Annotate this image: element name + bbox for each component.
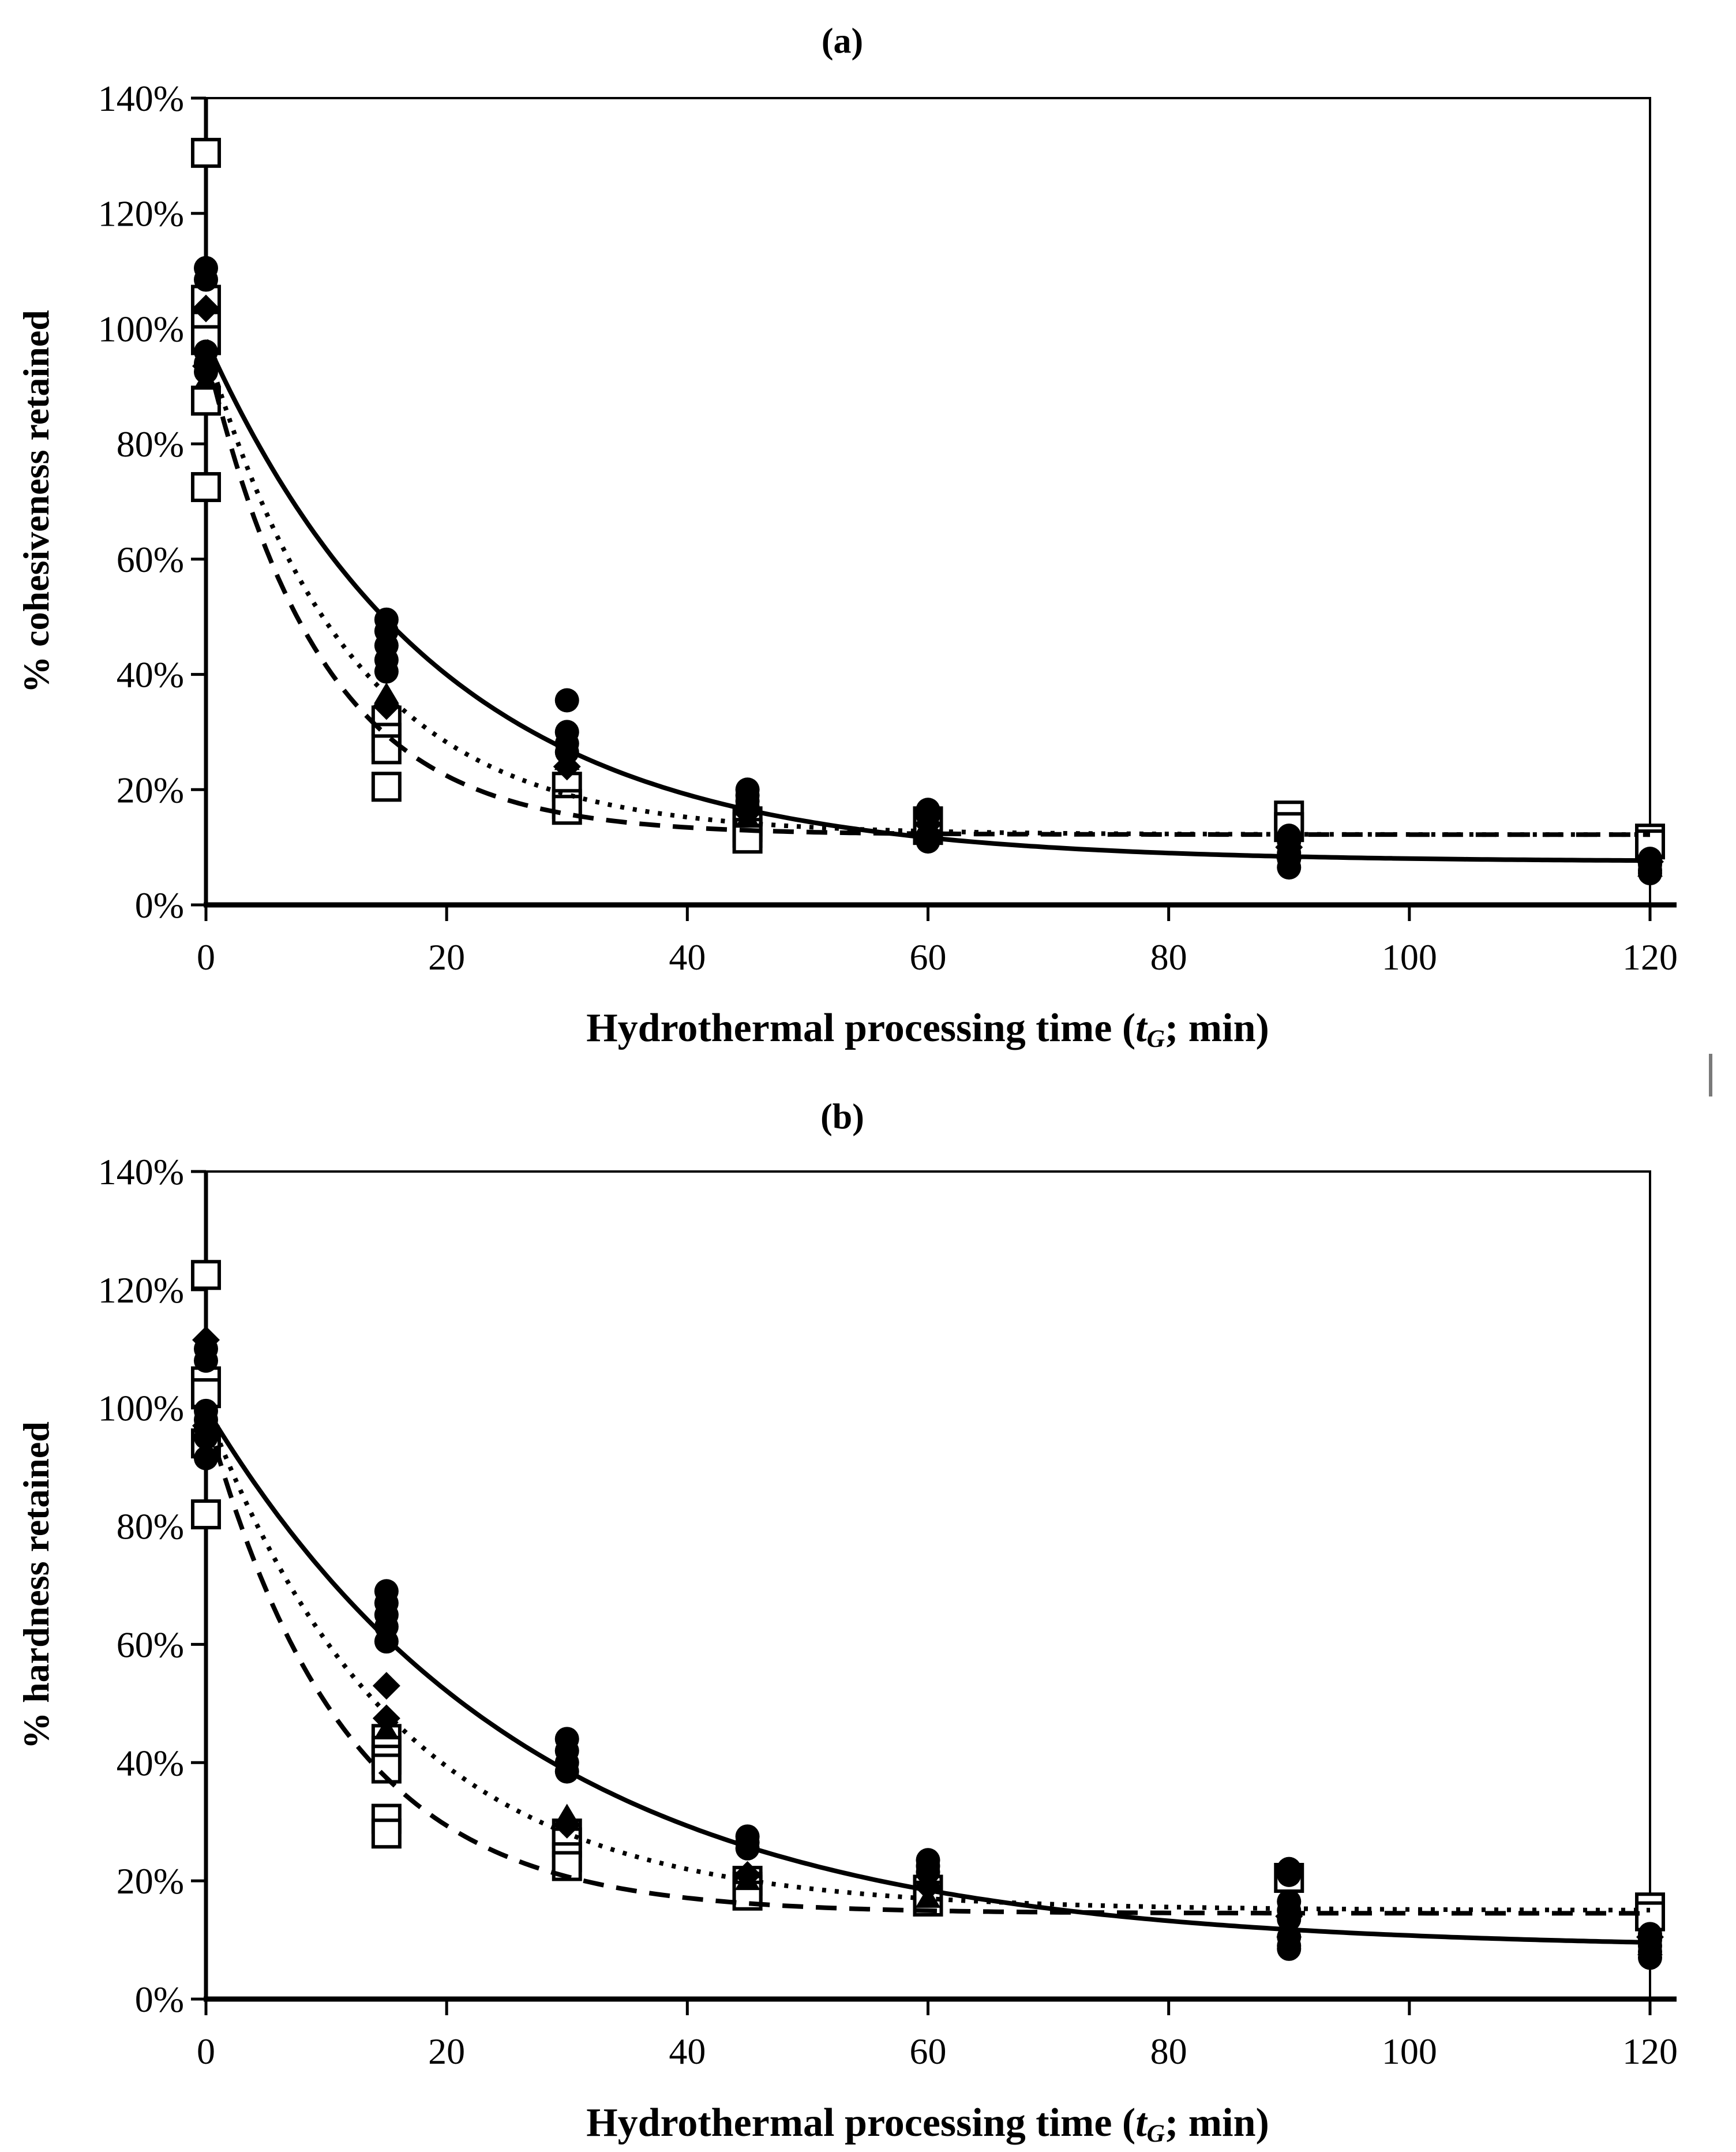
x-tick-label: 0	[197, 2031, 215, 2072]
marker-circle	[374, 659, 399, 684]
chart-b: 0% 20% 40% 60% 80% 100% 120% 140% 0 20 40 60 80 100 12…	[98, 1151, 1678, 2072]
marker-circle	[1277, 1862, 1302, 1887]
x-tick-label: 40	[669, 937, 706, 978]
x-axis-title-b: Hydrothermal processing time (tG; min)	[586, 2100, 1269, 2148]
y-tick-label: 140%	[98, 78, 184, 119]
marker-triangle	[734, 1869, 760, 1891]
x-tick-label: 0	[197, 937, 215, 978]
x-tick-label: 20	[428, 937, 465, 978]
series-filled-circle	[194, 256, 1662, 886]
marker-circle	[1277, 1936, 1302, 1961]
marker-triangle	[915, 1886, 941, 1908]
panel-label-b: (b)	[820, 1097, 864, 1137]
marker-open-square	[191, 1260, 221, 1290]
y-tick-label: 0%	[135, 885, 184, 926]
marker-open-square	[371, 1818, 402, 1849]
marker-open-square	[191, 1499, 221, 1530]
y-tick-label: 100%	[98, 308, 184, 349]
marker-triangle	[373, 682, 399, 704]
marker-triangle	[734, 806, 760, 828]
fit-curve-dashed	[204, 1413, 1650, 1916]
marker-circle	[735, 1836, 760, 1861]
y-tick-label: 20%	[117, 1861, 184, 1902]
y-tick-label: 60%	[117, 1624, 184, 1665]
x-axis-title-a-prefix: Hydrothermal processing time (	[586, 1006, 1136, 1050]
marker-triangle	[1637, 1933, 1663, 1955]
plot-frame	[205, 97, 1651, 906]
y-tick-label: 40%	[117, 654, 184, 695]
y-axis-title-b: % hardness retained	[16, 1421, 57, 1749]
marker-triangle	[1637, 855, 1663, 877]
y-tick-label: 120%	[98, 193, 184, 234]
x-tick-label: 80	[1150, 937, 1187, 978]
x-axis-title-b-suffix: ; min)	[1165, 2101, 1269, 2145]
marker-circle	[194, 267, 218, 292]
x-tick-label: 60	[910, 937, 947, 978]
x-axis-title-b-subscript: G	[1146, 2120, 1165, 2148]
marker-circle	[1277, 855, 1302, 880]
chart-a: 0% 20% 40% 60% 80% 100% 120% 140% 0 20 40 60 80 100 12…	[98, 78, 1678, 978]
marker-diamond	[372, 1672, 400, 1700]
y-tick-label: 20%	[117, 769, 184, 810]
series-filled-triangle	[193, 368, 1663, 877]
marker-diamond	[192, 1326, 220, 1354]
x-axis-title-b-variable: t	[1135, 2101, 1147, 2145]
marker-diamond	[192, 352, 220, 380]
x-axis-title-a-subscript: G	[1146, 1025, 1165, 1053]
x-tick-label: 120	[1622, 2031, 1678, 2072]
x-tick-label: 20	[428, 2031, 465, 2072]
x-tick-label: 100	[1382, 2031, 1437, 2072]
marker-diamond	[192, 294, 220, 323]
fit-curve-dotted	[204, 1407, 1650, 1913]
marker-triangle	[193, 1437, 219, 1459]
marker-circle	[554, 688, 579, 713]
y-tick-label: 80%	[117, 1506, 184, 1547]
marker-open-square	[552, 795, 582, 825]
marker-triangle	[1276, 1916, 1302, 1938]
marker-open-square	[191, 137, 221, 168]
x-axis-title-a-suffix: ; min)	[1165, 1006, 1269, 1050]
x-tick-label: 60	[910, 2031, 947, 2072]
y-axis-title-a: % cohesiveness retained	[16, 310, 57, 693]
x-tick-label: 100	[1382, 937, 1437, 978]
marker-triangle	[193, 368, 219, 390]
marker-triangle	[915, 815, 941, 837]
x-tick-label: 80	[1150, 2031, 1187, 2072]
text-cursor-artifact	[1709, 1054, 1712, 1096]
x-axis-title-b-prefix: Hydrothermal processing time (	[586, 2101, 1136, 2145]
series-filled-diamond	[192, 294, 1664, 876]
marker-circle	[554, 1759, 579, 1784]
marker-circle	[916, 1859, 940, 1884]
series-open-square	[191, 1260, 1665, 1932]
marker-circle	[194, 1348, 218, 1373]
y-tick-label: 120%	[98, 1270, 184, 1311]
x-axis-title-a: Hydrothermal processing time (tG; min)	[586, 1005, 1269, 1053]
marker-open-square	[191, 472, 221, 503]
marker-diamond	[192, 1412, 220, 1440]
series-filled-triangle	[193, 1437, 1663, 1955]
marker-open-square	[371, 772, 402, 802]
x-axis-title-a-variable: t	[1135, 1006, 1147, 1050]
series-open-square	[191, 137, 1665, 860]
x-tick-label: 40	[669, 2031, 706, 2072]
y-tick-label: 80%	[117, 424, 184, 465]
y-tick-label: 100%	[98, 1388, 184, 1429]
fit-curve-dashed	[204, 351, 1650, 837]
panel-label-a: (a)	[821, 21, 864, 61]
y-tick-label: 60%	[117, 539, 184, 580]
y-tick-label: 40%	[117, 1742, 184, 1783]
marker-triangle	[1276, 838, 1302, 860]
y-tick-label: 0%	[135, 1979, 184, 2020]
marker-triangle	[554, 748, 580, 770]
marker-triangle	[554, 1803, 580, 1825]
marker-circle	[374, 1629, 399, 1654]
fit-curve-solid	[204, 339, 1651, 863]
x-tick-label: 120	[1622, 937, 1678, 978]
marker-triangle	[373, 1717, 399, 1739]
y-tick-label: 140%	[98, 1151, 184, 1192]
